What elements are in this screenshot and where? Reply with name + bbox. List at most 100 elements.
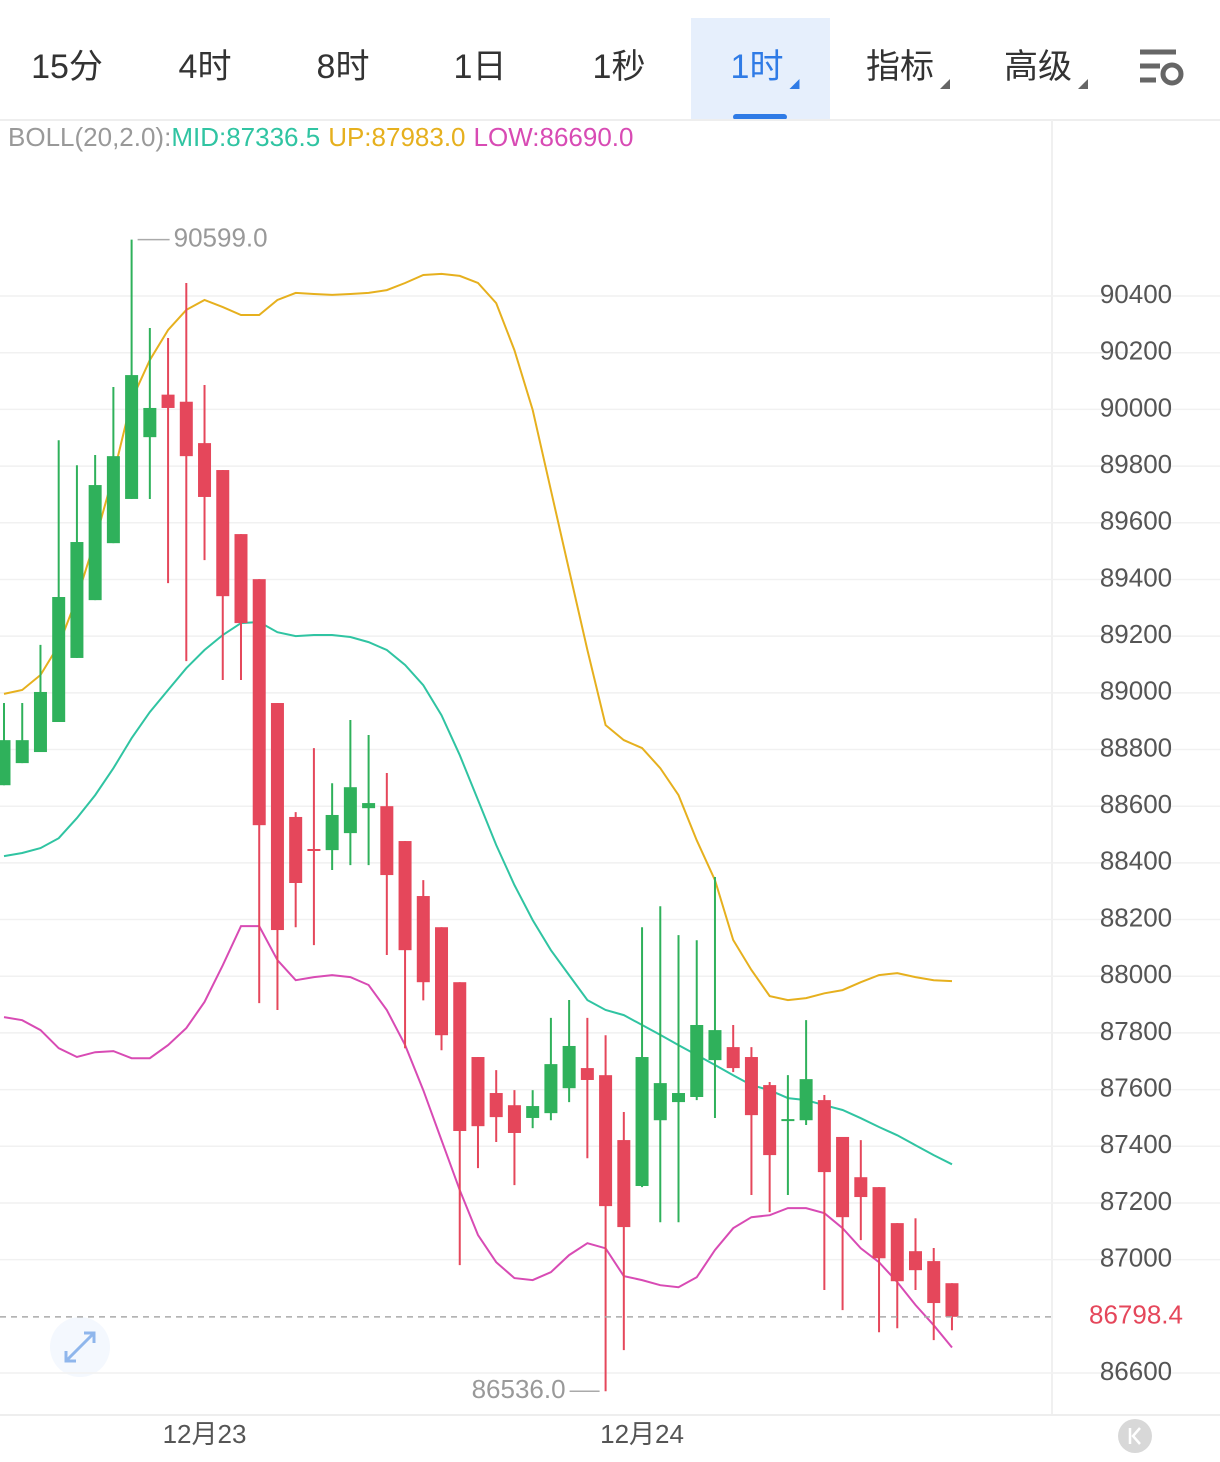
tab[interactable]: 1时	[731, 48, 784, 86]
candle-body	[307, 848, 321, 851]
candle-body	[0, 740, 11, 786]
candle-body	[708, 1030, 722, 1061]
tab[interactable]: 指标	[866, 48, 934, 86]
last-price-label: 86798.4	[1089, 1300, 1183, 1330]
active-tab-bg	[691, 18, 830, 120]
legend-entry: MID:87336.5	[171, 122, 320, 152]
candle-body	[836, 1136, 850, 1218]
candle-body	[817, 1100, 831, 1173]
candle-body	[143, 407, 157, 438]
candle-body	[489, 1093, 503, 1118]
candle-body	[927, 1261, 941, 1304]
candle-body	[362, 803, 376, 809]
candle-body	[690, 1024, 704, 1097]
candle-body	[854, 1177, 868, 1198]
candle-body	[672, 1093, 686, 1103]
candle-body	[289, 816, 303, 883]
candle-body	[453, 982, 467, 1132]
y-tick-label: 89400	[1100, 562, 1172, 592]
candle-body	[599, 1075, 613, 1207]
candle-body	[198, 443, 212, 497]
candle-body	[544, 1064, 558, 1114]
candle-body	[617, 1140, 631, 1228]
candle-body	[234, 534, 248, 624]
y-tick-label: 88400	[1100, 846, 1172, 876]
tab[interactable]: 8时	[317, 48, 370, 86]
tab[interactable]: 4时	[179, 48, 232, 86]
boll-line	[3, 620, 953, 1166]
y-tick-label: 87600	[1100, 1072, 1172, 1102]
candle-body	[416, 896, 430, 983]
candle-body	[270, 703, 284, 931]
dropdown-indicator	[940, 79, 950, 89]
candle-body	[799, 1079, 813, 1121]
legend-entry: LOW:86690.0	[474, 122, 634, 152]
legend-entry: UP:87983.0	[328, 122, 465, 152]
tab[interactable]: 15分	[31, 48, 103, 86]
y-tick-label: 87000	[1100, 1243, 1172, 1273]
candle-body	[781, 1119, 795, 1122]
y-tick-label: 90000	[1100, 392, 1172, 422]
dropdown-indicator	[1078, 79, 1088, 89]
scroll-button[interactable]	[1118, 1419, 1152, 1453]
y-tick-label: 88600	[1100, 789, 1172, 819]
candle-body	[380, 806, 394, 876]
y-tick-label: 87200	[1100, 1186, 1172, 1216]
y-tick-label: 90400	[1100, 279, 1172, 309]
candle-body	[580, 1068, 594, 1080]
tab[interactable]: 1秒	[593, 48, 646, 86]
candle-body	[909, 1251, 922, 1271]
expand-icon[interactable]	[50, 1317, 110, 1377]
y-tick-label: 87400	[1100, 1129, 1172, 1159]
y-tick-label: 87800	[1100, 1016, 1172, 1046]
y-tick-label: 89600	[1100, 506, 1172, 536]
candle-body	[88, 485, 102, 601]
settings-icon[interactable]	[1140, 49, 1184, 86]
y-tick-label: 90200	[1100, 336, 1172, 366]
candle-body	[15, 740, 29, 764]
boll-line	[3, 925, 953, 1349]
candle-body	[635, 1057, 649, 1186]
candle-body	[526, 1106, 540, 1118]
min-label: 86536.0	[472, 1374, 566, 1404]
candle-body	[52, 597, 66, 723]
y-tick-label: 88800	[1100, 732, 1172, 762]
x-tick-label: 12月24	[600, 1419, 684, 1449]
candle-body	[653, 1083, 667, 1121]
candle-body	[945, 1283, 959, 1317]
candle-body	[890, 1223, 904, 1282]
candle-body	[435, 927, 449, 1036]
candle-body	[33, 691, 47, 753]
candle-body	[471, 1057, 485, 1127]
active-tab-underline	[733, 114, 787, 120]
candle-body	[125, 375, 139, 499]
y-tick-label: 88000	[1100, 959, 1172, 989]
candle-body	[70, 542, 84, 658]
candle-body	[726, 1047, 740, 1069]
candle-body	[252, 579, 266, 826]
candle-body	[216, 470, 230, 597]
tab[interactable]: 高级	[1004, 48, 1072, 86]
indicator-legend: BOLL(20,2.0):MID:87336.5 UP:87983.0 LOW:86…	[8, 122, 633, 152]
candle-body	[161, 394, 175, 408]
candle-body	[562, 1045, 576, 1089]
candle-body	[763, 1085, 777, 1156]
candle-body	[325, 814, 339, 851]
candle-body	[179, 401, 193, 457]
y-tick-label: 88200	[1100, 902, 1172, 932]
tab[interactable]: 1日	[454, 48, 507, 86]
candle-body	[872, 1187, 886, 1259]
y-tick-label: 89000	[1100, 676, 1172, 706]
boll-line	[3, 272, 953, 1002]
y-tick-label: 86600	[1100, 1356, 1172, 1386]
candle-body	[343, 787, 357, 834]
max-label: 90599.0	[174, 222, 268, 252]
candle-body	[106, 456, 120, 544]
candle-body	[744, 1057, 758, 1116]
dropdown-indicator	[789, 79, 800, 89]
x-tick-label: 12月23	[163, 1419, 247, 1449]
candle-body	[398, 841, 412, 951]
y-tick-label: 89800	[1100, 449, 1172, 479]
